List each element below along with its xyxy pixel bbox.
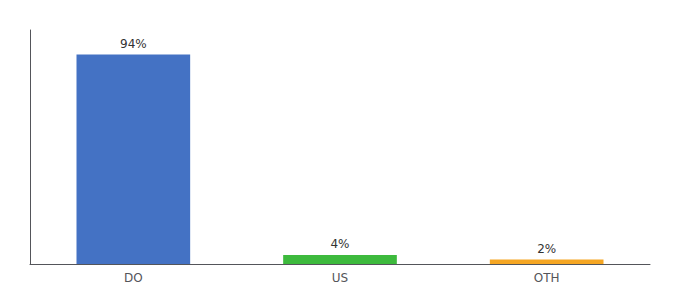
svg-text:2%: 2% <box>537 242 556 256</box>
svg-text:OTH: OTH <box>534 271 560 285</box>
svg-text:4%: 4% <box>330 237 349 251</box>
svg-text:94%: 94% <box>120 37 147 51</box>
svg-text:US: US <box>332 271 348 285</box>
svg-text:DO: DO <box>124 271 143 285</box>
